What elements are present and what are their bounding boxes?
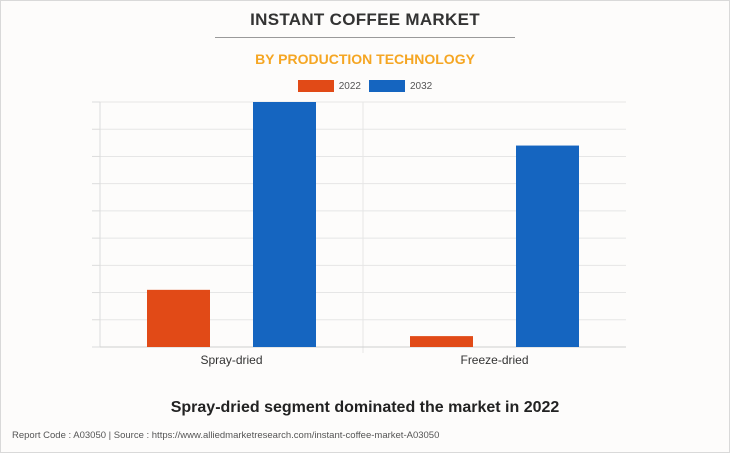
legend-swatch-2022: [297, 80, 334, 92]
bar-2022-spray-dried: [147, 289, 210, 347]
legend-item-2022: 2022: [297, 80, 361, 92]
chart-title: INSTANT COFFEE MARKET: [250, 10, 480, 29]
x-tick-label: Freeze-dried: [460, 353, 528, 367]
bar-2032-spray-dried: [253, 102, 316, 347]
chart-subtitle: BY PRODUCTION TECHNOLOGY: [255, 51, 475, 67]
bar-2022-freeze-dried: [410, 336, 473, 347]
legend-swatch-2032: [369, 80, 405, 92]
x-tick-label: Spray-dried: [200, 353, 262, 367]
chart-legend: 2022 2032: [0, 80, 730, 92]
bar-2032-freeze-dried: [516, 145, 579, 347]
legend-label-2022: 2022: [338, 80, 361, 92]
chart-footnote: Spray-dried segment dominated the market…: [170, 399, 560, 416]
source-note: Report Code : A03050 | Source : https://…: [12, 430, 440, 441]
legend-label-2032: 2032: [410, 80, 433, 92]
title-divider: [215, 37, 515, 38]
legend-item-2032: 2032: [369, 80, 432, 92]
